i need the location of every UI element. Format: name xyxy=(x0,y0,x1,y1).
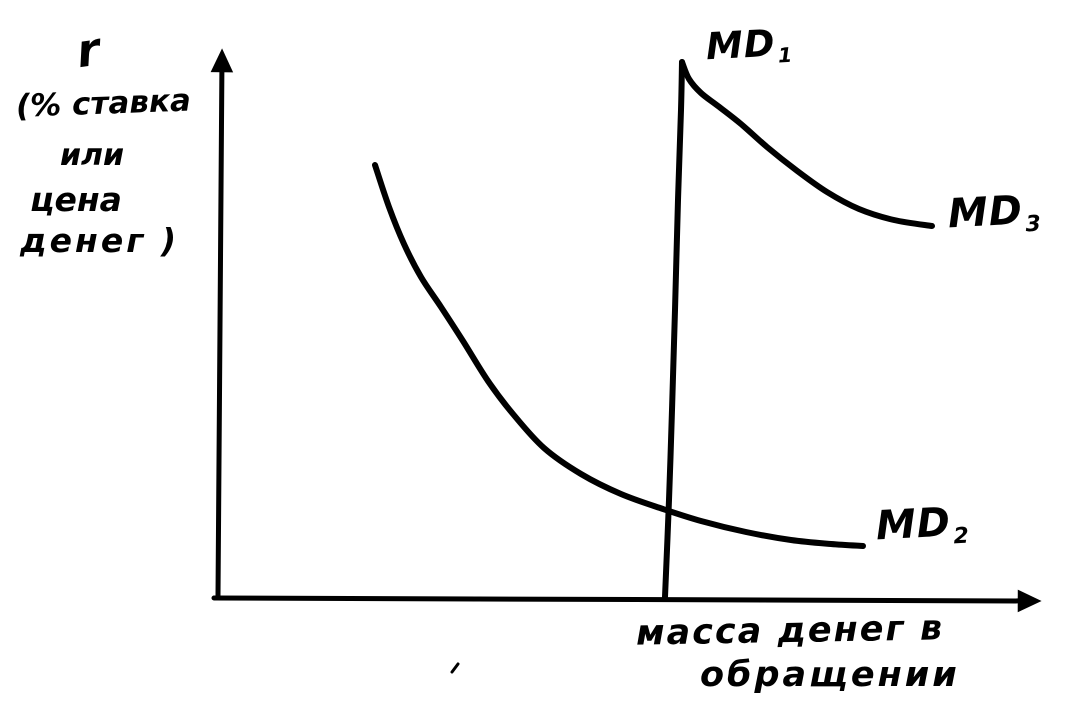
curve-label-md1-base: MD xyxy=(704,21,777,69)
stray-pen-mark xyxy=(450,662,460,674)
x-axis xyxy=(211,589,1042,613)
y-axis-label-line-4: цена xyxy=(30,180,122,219)
curve-md1-spike xyxy=(662,59,685,600)
curve-label-md1: MD1 xyxy=(704,21,794,70)
y-axis-label-line-5: денег ) xyxy=(20,221,180,260)
curve-md2 xyxy=(372,162,866,549)
x-axis-label-line-2: обращении xyxy=(700,655,960,695)
curve-label-md3-base: MD xyxy=(946,187,1025,238)
curve-label-md1-subscript: 1 xyxy=(777,42,794,68)
curve-label-md3-subscript: 3 xyxy=(1024,211,1043,238)
curve-label-md2-base: MD xyxy=(874,499,953,550)
curve-label-md2: MD2 xyxy=(874,499,971,553)
y-axis-label-symbol: r xyxy=(72,21,103,79)
curve-md3 xyxy=(679,59,935,229)
curve-label-md3: MD3 xyxy=(946,187,1043,241)
y-axis xyxy=(210,48,234,599)
y-axis-label-line-3: или xyxy=(60,138,125,173)
curve-label-md2-subscript: 2 xyxy=(952,523,971,550)
y-axis-label: r (% ставка или цена денег ) xyxy=(12,18,227,257)
x-axis-label-line-1: масса денег в xyxy=(635,608,945,654)
y-axis-label-line-2: (% ставка xyxy=(15,82,192,125)
